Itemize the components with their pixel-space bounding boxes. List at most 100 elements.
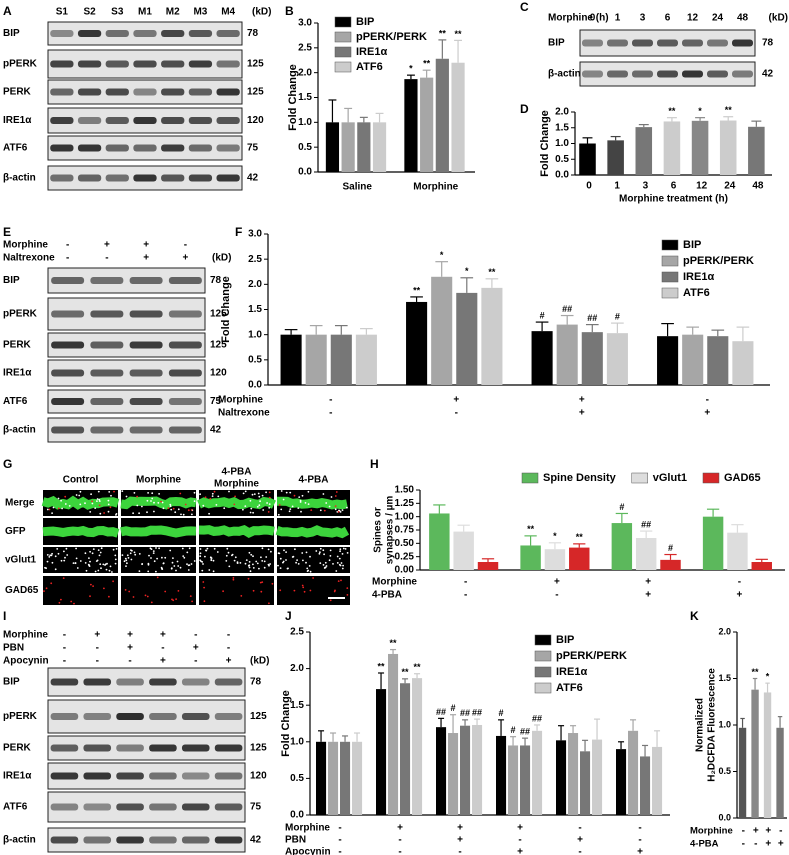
puncta [250,507,253,510]
puncta [268,602,270,605]
puncta [266,502,268,504]
kd-label: 75 [250,802,262,813]
bar [325,122,340,172]
puncta [301,584,304,587]
bar [606,333,628,385]
puncta [64,503,67,505]
puncta [225,560,228,562]
bar [508,745,519,815]
puncta [211,492,214,495]
puncta [160,500,163,503]
y-tick-label: 1.0 [298,117,312,128]
legend-swatch [334,61,352,73]
blot-band [181,713,210,720]
blot-box [47,699,246,734]
puncta [108,491,111,493]
bar [640,756,651,815]
condition-sign: - [329,395,332,406]
blot-header: Morphine (h) [548,13,609,24]
puncta [285,551,287,553]
puncta [323,553,325,556]
blot-band [116,678,144,686]
puncta [329,599,332,602]
x-tick-label: 3 [643,181,649,192]
condition-sign: - [398,847,401,855]
blot-band [50,772,79,780]
condition-sign: - [518,835,521,846]
bar [376,689,387,815]
bar [330,334,352,385]
bar [663,121,681,175]
puncta [201,569,204,572]
unit-label: (kD) [252,7,271,18]
puncta [191,600,194,603]
puncta [123,560,126,563]
blot-band [149,836,177,844]
puncta [225,554,228,557]
puncta [325,565,328,567]
puncta [253,493,256,495]
puncta [60,499,62,502]
puncta [217,495,220,498]
puncta [199,552,202,555]
y-tick-label: 2.5 [248,254,262,265]
puncta [108,569,111,572]
puncta [282,498,285,501]
puncta [259,500,261,503]
puncta [99,512,102,515]
panel-letter: C [520,0,529,14]
puncta [293,494,296,497]
significance: ** [413,285,421,295]
puncta [250,553,253,556]
puncta [213,547,216,550]
blot-band [732,39,753,47]
legend-label: vGlut1 [653,472,687,484]
lane-label: 24 [712,13,724,24]
condition-sign: + [736,590,742,601]
puncta [97,569,100,572]
blot-band [90,341,124,349]
puncta [252,567,255,569]
legend-swatch [334,46,352,58]
puncta [153,501,155,504]
condition-sign: + [457,823,463,834]
kd-label: 78 [762,38,774,49]
legend-swatch [521,472,539,484]
bar [592,739,603,815]
condition-sign: + [160,630,166,641]
dendrite [197,496,277,510]
bar [691,120,709,175]
bar [341,122,355,172]
y-tick-label: 1.5 [298,92,312,103]
puncta [141,505,143,508]
blot-band [51,426,85,434]
blot-band [133,30,157,37]
puncta [248,561,251,563]
puncta [107,499,110,502]
puncta [138,553,141,555]
puncta [189,595,192,597]
puncta [180,513,182,516]
bar [453,531,474,570]
puncta [100,567,102,570]
puncta [99,551,102,554]
bar [727,532,748,570]
condition-sign: - [96,656,99,667]
legend-swatch [534,650,552,662]
bar [431,276,453,385]
puncta [176,560,179,563]
panel-letter: K [690,609,699,623]
puncta [98,500,101,502]
condition-label: 4-PBA [372,590,402,601]
panel-letter: G [3,457,12,471]
puncta [152,552,155,554]
puncta [234,556,237,559]
unit-label: (kD) [250,656,269,667]
puncta [112,580,114,583]
puncta [46,560,49,563]
blot-band [161,60,185,68]
puncta [319,509,322,512]
condition-sign: + [753,826,759,837]
puncta [97,490,100,493]
condition-sign: - [738,577,741,588]
